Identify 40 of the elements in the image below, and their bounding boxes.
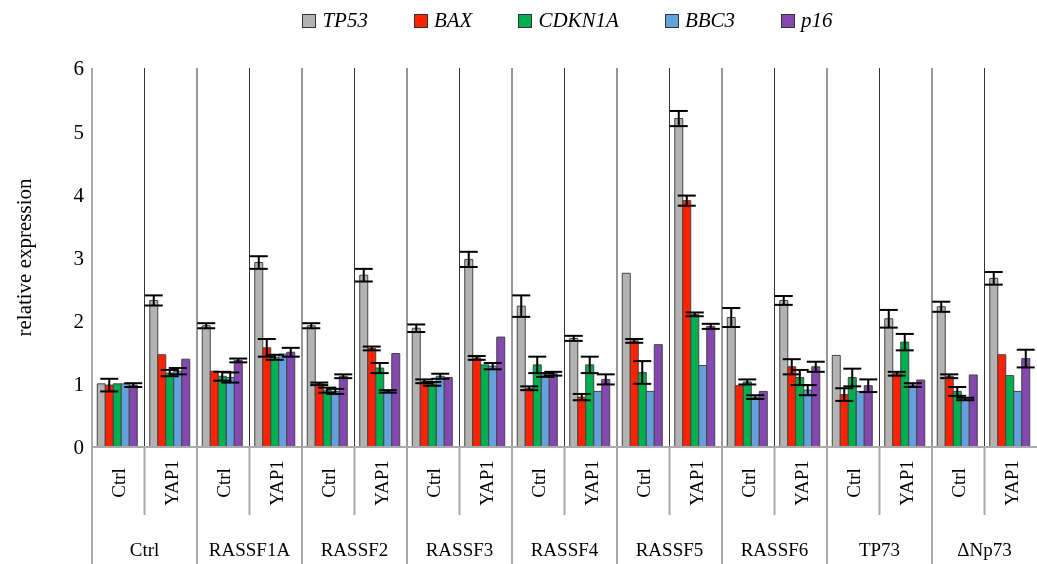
y-tick-label: 5 bbox=[73, 119, 84, 144]
x-tick-label: YAP1 bbox=[790, 460, 812, 506]
x-tick-label: Ctrl bbox=[738, 468, 760, 498]
y-tick-label: 0 bbox=[73, 435, 84, 460]
legend-label: CDKN1A bbox=[538, 8, 619, 33]
y-tick-label: 1 bbox=[73, 372, 84, 397]
y-tick-label: 2 bbox=[73, 309, 84, 334]
x-tick-label: YAP1 bbox=[370, 460, 392, 506]
x-tick-label: YAP1 bbox=[265, 460, 287, 506]
x-tick-label: YAP1 bbox=[1000, 460, 1022, 506]
legend-label: TP53 bbox=[322, 8, 368, 33]
x-tick-label: YAP1 bbox=[685, 460, 707, 506]
x-tick-label: Ctrl bbox=[528, 468, 550, 498]
x-tick-label: Ctrl bbox=[213, 468, 235, 498]
text: RASSF1A bbox=[208, 539, 291, 560]
y-axis-title: relative expression bbox=[12, 177, 37, 337]
text: Ctrl bbox=[129, 539, 160, 560]
legend-label: BBC3 bbox=[684, 8, 736, 33]
x-tick-label: Ctrl bbox=[108, 468, 130, 498]
text: RASSF5 bbox=[635, 539, 704, 560]
text: RASSF3 bbox=[425, 539, 494, 560]
x-tick-label: YAP1 bbox=[160, 460, 182, 506]
text: RASSF6 bbox=[740, 539, 809, 560]
x-tick-label: YAP1 bbox=[895, 460, 917, 506]
x-tick-label: Ctrl bbox=[423, 468, 445, 498]
text: RASSF2 bbox=[320, 539, 389, 560]
text: RASSF4 bbox=[530, 539, 599, 560]
x-tick-label: YAP1 bbox=[580, 460, 602, 506]
x-tick-label: YAP1 bbox=[475, 460, 497, 506]
x-tick-label: Ctrl bbox=[318, 468, 340, 498]
x-tick-label: Ctrl bbox=[633, 468, 655, 498]
x-tick-label: Ctrl bbox=[843, 468, 865, 498]
text: ΔNp73 bbox=[957, 539, 1012, 560]
y-tick-label: 4 bbox=[73, 182, 85, 207]
legend-label: BAX bbox=[433, 8, 473, 33]
y-tick-label: 3 bbox=[73, 245, 84, 270]
legend-label: p16 bbox=[801, 8, 833, 33]
y-tick-label: 6 bbox=[73, 56, 84, 81]
x-tick-label: Ctrl bbox=[948, 468, 970, 498]
text: TP73 bbox=[858, 539, 901, 560]
